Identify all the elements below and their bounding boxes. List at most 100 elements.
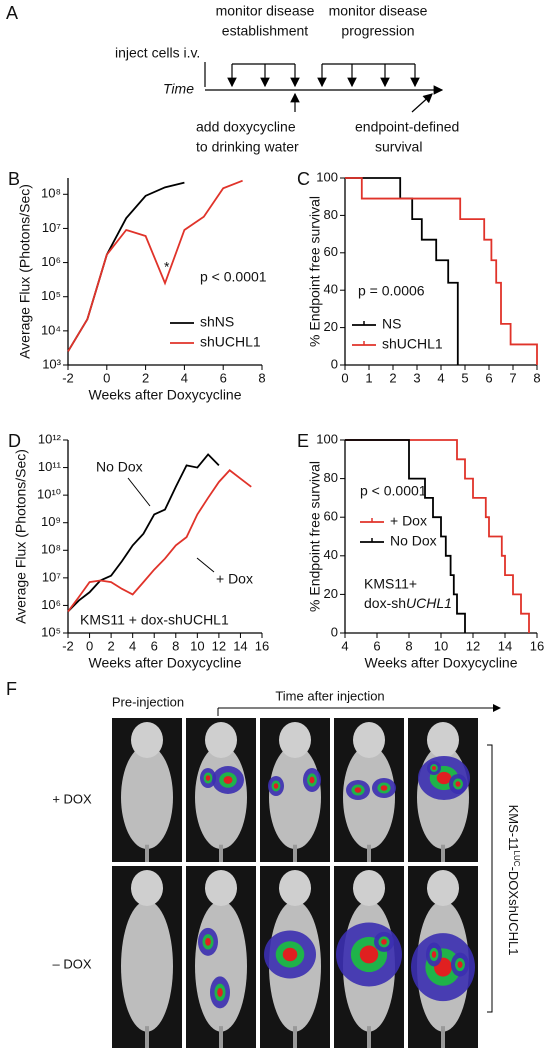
timeline <box>204 62 444 113</box>
y-tick-label: 10³ <box>42 356 61 371</box>
signal <box>309 776 315 784</box>
mouse-head <box>427 870 459 906</box>
annotation: inject cells i.v. <box>115 45 200 61</box>
x-tick-label: 1 <box>365 370 372 385</box>
legend-label: No Dox <box>390 533 437 549</box>
x-tick-label: 16 <box>255 638 269 653</box>
annotation: survival <box>375 139 422 155</box>
mouse-head <box>205 722 237 758</box>
x-tick-label: -2 <box>62 638 74 653</box>
legend-label: shUCHL1 <box>200 334 261 350</box>
x-axis-label: Weeks after Doxycycline <box>88 387 241 403</box>
pointer <box>127 477 151 507</box>
bracket <box>487 744 493 1013</box>
y-tick-label: 10⁹ <box>41 514 61 529</box>
mouse-head <box>353 870 385 906</box>
annotation: dox-shUCHL1 <box>364 595 452 611</box>
panel-label: B <box>8 169 20 189</box>
x-tick-label: 4 <box>341 638 348 653</box>
signal <box>359 945 379 964</box>
y-tick-label: 10¹⁰ <box>37 487 61 502</box>
x-tick-label: 14 <box>498 638 512 653</box>
x-tick-label: 8 <box>533 370 540 385</box>
y-axis-label: % Endpoint free survival <box>307 196 323 347</box>
signal <box>431 951 437 958</box>
signal <box>436 771 452 785</box>
row-label: – DOX <box>52 956 91 971</box>
mouse-tail <box>145 1026 149 1048</box>
mouse-body <box>195 900 247 1032</box>
column-label: Pre-injection <box>112 694 184 709</box>
y-tick-label: 10⁷ <box>42 569 61 584</box>
series-line <box>67 179 243 352</box>
y-tick-label: 80 <box>324 470 338 485</box>
annotation: add doxycycline <box>196 119 296 135</box>
panel-label: A <box>6 3 18 23</box>
annotation-part: UCHL1 <box>406 595 452 611</box>
mouse-head <box>205 870 237 906</box>
x-tick-label: 0 <box>86 638 93 653</box>
x-tick-label: 12 <box>212 638 226 653</box>
y-tick-label: 10⁵ <box>41 624 61 639</box>
annotation: No Dox <box>96 459 143 475</box>
y-tick-label: 20 <box>324 319 338 334</box>
x-tick-label: 10 <box>434 638 448 653</box>
axis-label: Time <box>163 81 194 97</box>
mouse-body <box>121 745 173 850</box>
y-tick-label: 100 <box>316 431 338 446</box>
mouse-tail <box>219 1026 223 1048</box>
y-tick-label: 60 <box>324 244 338 259</box>
x-tick-label: 0 <box>341 370 348 385</box>
mouse-tail <box>145 844 149 862</box>
signal <box>457 961 463 968</box>
x-tick-label: 8 <box>172 638 179 653</box>
x-tick-label: 8 <box>405 638 412 653</box>
mouse-head <box>279 870 311 906</box>
x-tick-label: -2 <box>62 370 74 385</box>
legend-label: + Dox <box>390 513 427 529</box>
y-tick-label: 10¹¹ <box>38 459 62 474</box>
y-tick-label: 10⁶ <box>41 254 61 269</box>
y-tick-label: 20 <box>324 586 338 601</box>
annotation: progression <box>341 23 414 39</box>
side-label-part: -DOXshUCHL1 <box>506 867 521 956</box>
series-line <box>345 177 538 365</box>
signal <box>354 787 362 793</box>
signal <box>282 947 298 962</box>
x-tick-label: 8 <box>258 370 265 385</box>
annotation: + Dox <box>216 571 253 587</box>
annotation-part: dox-sh <box>364 595 406 611</box>
annotation: monitor disease <box>329 3 428 19</box>
annotation: p < 0.0001 <box>200 269 267 285</box>
signal <box>205 937 211 946</box>
annotation: KMS11 + dox-shUCHL1 <box>80 612 229 628</box>
y-tick-label: 40 <box>324 282 338 297</box>
panel-label: F <box>6 679 17 699</box>
signal <box>223 776 233 784</box>
signal <box>381 939 387 945</box>
mouse-body <box>121 900 173 1032</box>
mouse-head <box>279 722 311 758</box>
side-label-part: KMS-11 <box>506 805 521 851</box>
x-tick-label: 6 <box>485 370 492 385</box>
mouse-head <box>131 870 163 906</box>
annotation: establishment <box>222 23 308 39</box>
side-label-part: LUC <box>512 851 521 867</box>
y-tick-label: 10⁸ <box>41 186 61 201</box>
x-tick-label: 4 <box>181 370 188 385</box>
x-axis-label: Weeks after Doxycycline <box>88 655 241 671</box>
x-tick-label: 7 <box>509 370 516 385</box>
y-tick-label: 10¹² <box>38 431 62 446</box>
mouse-tail <box>219 844 223 862</box>
x-tick-label: 6 <box>373 638 380 653</box>
panel-label: E <box>297 431 309 451</box>
x-axis-label: Weeks after Doxycycline <box>364 655 517 671</box>
x-tick-label: 5 <box>461 370 468 385</box>
series-line <box>345 439 530 633</box>
series-line <box>345 439 466 633</box>
signal <box>273 783 279 789</box>
x-tick-label: 2 <box>389 370 396 385</box>
x-tick-label: 6 <box>151 638 158 653</box>
